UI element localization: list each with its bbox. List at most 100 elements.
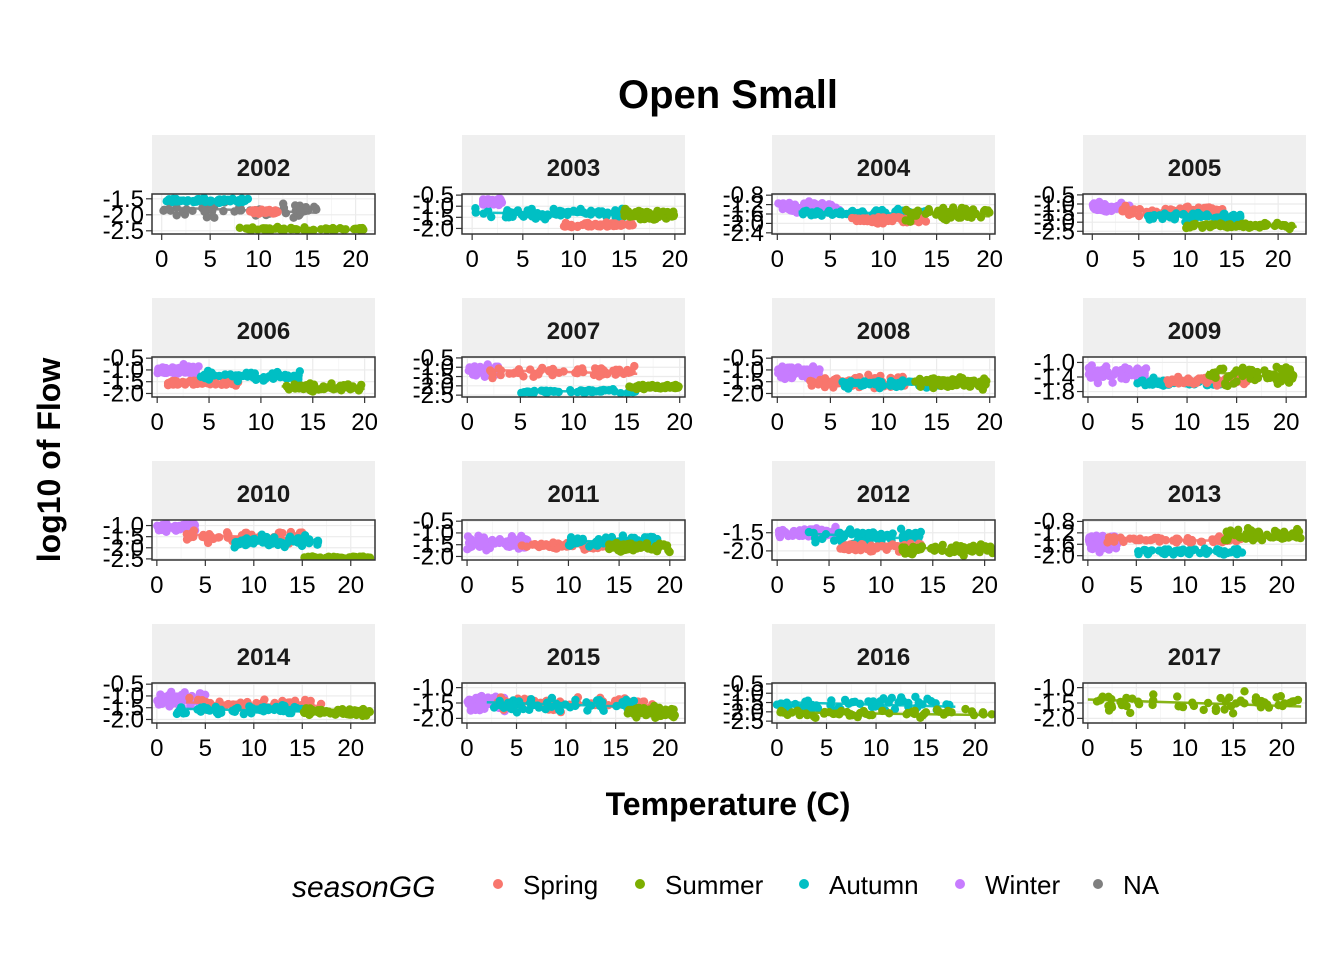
point-summer (1228, 709, 1238, 718)
y-axis-title: log10 of Flow (31, 358, 67, 563)
trend-line-autumn (808, 532, 923, 541)
x-tick-label: 0 (771, 246, 784, 273)
facet-panel-2008: 2008 0 5 10 15 20 -0.5-1.0-1.5-2.0 (723, 298, 1003, 436)
point-autumn (534, 703, 544, 712)
x-tick-label: 15 (923, 409, 950, 436)
x-tick-label: 0 (1086, 246, 1099, 273)
point-autumn (487, 212, 496, 222)
trend-line-summer (1087, 698, 1302, 708)
y-tick-label: -2.0 (723, 699, 764, 726)
trend-line-summer (302, 709, 371, 716)
point-autumn (818, 534, 827, 544)
point-spring (185, 693, 194, 703)
x-tick-label: 10 (863, 735, 890, 762)
legend: seasonGG Spring Summer Autumn Winter NA (292, 870, 1160, 904)
data-points (774, 362, 991, 394)
facet-strip (462, 624, 685, 683)
panel-border (151, 682, 376, 724)
facet-strip-label: 2015 (547, 644, 600, 671)
x-tick-label: 20 (1268, 735, 1295, 762)
point-spring (488, 373, 497, 383)
y-tick-label: -0.5 (103, 671, 144, 698)
y-tick-label: -2.0 (1034, 209, 1075, 236)
panel-border (461, 519, 686, 561)
x-tick-label: 20 (1273, 409, 1300, 436)
x-tick-label: 0 (465, 246, 478, 273)
x-tick-label: 5 (1132, 246, 1145, 273)
trend-line-spring (248, 209, 279, 214)
facet-strip (462, 298, 685, 357)
point-summer (1199, 705, 1208, 715)
x-tick-label: 0 (1081, 735, 1094, 762)
legend-item-na: NA (1093, 870, 1160, 900)
point-autumn (542, 698, 552, 707)
point-summer (1251, 693, 1261, 702)
point-summer (956, 375, 965, 384)
x-tick-label: 0 (771, 572, 784, 599)
trend-line-summer (281, 385, 365, 391)
y-tick-label: -0.8 (723, 182, 764, 209)
point-na (291, 201, 300, 210)
y-tick-label: -1.0 (1034, 191, 1075, 218)
x-tick-label: 15 (1220, 735, 1247, 762)
y-tick-label: -1.0 (1034, 349, 1075, 376)
point-summer (980, 205, 990, 215)
y-tick-label: -2.5 (1034, 218, 1075, 245)
x-tick-label: 5 (203, 246, 216, 273)
y-tick-label: -2.5 (103, 218, 144, 245)
x-tick-label: 20 (971, 572, 998, 599)
facet-strip (1083, 624, 1306, 683)
point-autumn (810, 702, 820, 712)
point-autumn (278, 701, 287, 710)
x-tick-label: 0 (151, 409, 164, 436)
point-winter (1088, 544, 1097, 554)
point-autumn (517, 210, 526, 220)
x-tick-label: 10 (245, 246, 272, 273)
trend-line-spring (167, 380, 241, 386)
y-tick-label: -1.5 (1034, 690, 1075, 717)
facet-panel-2004: 2004 0 5 10 15 20 -0.8-1.2-1.6-2.0-2.4 (723, 135, 1003, 273)
x-tick-label: 15 (912, 735, 939, 762)
facet-strip-label: 2008 (857, 318, 910, 345)
trend-line-winter (156, 524, 196, 531)
point-summer (1289, 697, 1299, 706)
point-summer (1273, 379, 1283, 388)
point-na (172, 211, 181, 220)
data-points (463, 691, 679, 722)
point-summer (1279, 527, 1289, 536)
panel-border (1082, 193, 1307, 235)
point-autumn (923, 694, 932, 703)
legend-key (955, 879, 965, 889)
x-tick-label: 5 (516, 246, 529, 273)
facet-strip (152, 298, 375, 357)
trend-line-spring (1107, 537, 1243, 543)
point-spring (849, 540, 859, 549)
point-autumn (541, 705, 550, 714)
x-tick-label: 15 (923, 246, 950, 273)
trend-line-summer (1223, 531, 1302, 540)
point-summer (1294, 527, 1304, 536)
x-tick-label: 20 (666, 409, 693, 436)
x-tick-label: 10 (870, 409, 897, 436)
x-tick-label: 0 (770, 735, 783, 762)
x-tick-label: 0 (150, 735, 163, 762)
point-summer (642, 539, 652, 548)
point-autumn (312, 537, 322, 546)
facet-strip-label: 2007 (547, 318, 600, 345)
point-autumn (512, 708, 522, 717)
point-autumn (212, 706, 221, 716)
point-winter (466, 543, 475, 552)
trend-line-summer (776, 711, 995, 717)
point-autumn (840, 695, 850, 705)
trend-line-autumn (166, 198, 249, 203)
point-winter (1117, 374, 1126, 383)
point-spring (1183, 202, 1193, 211)
y-tick-label: -2.0 (413, 373, 454, 400)
data-points (774, 522, 995, 560)
x-tick-label: 20 (962, 735, 989, 762)
trend-line-autumn (234, 537, 322, 545)
point-spring (1134, 211, 1144, 221)
y-tick-label: -1.0 (103, 683, 144, 710)
point-summer (1104, 706, 1114, 715)
panel-border (1082, 519, 1307, 561)
